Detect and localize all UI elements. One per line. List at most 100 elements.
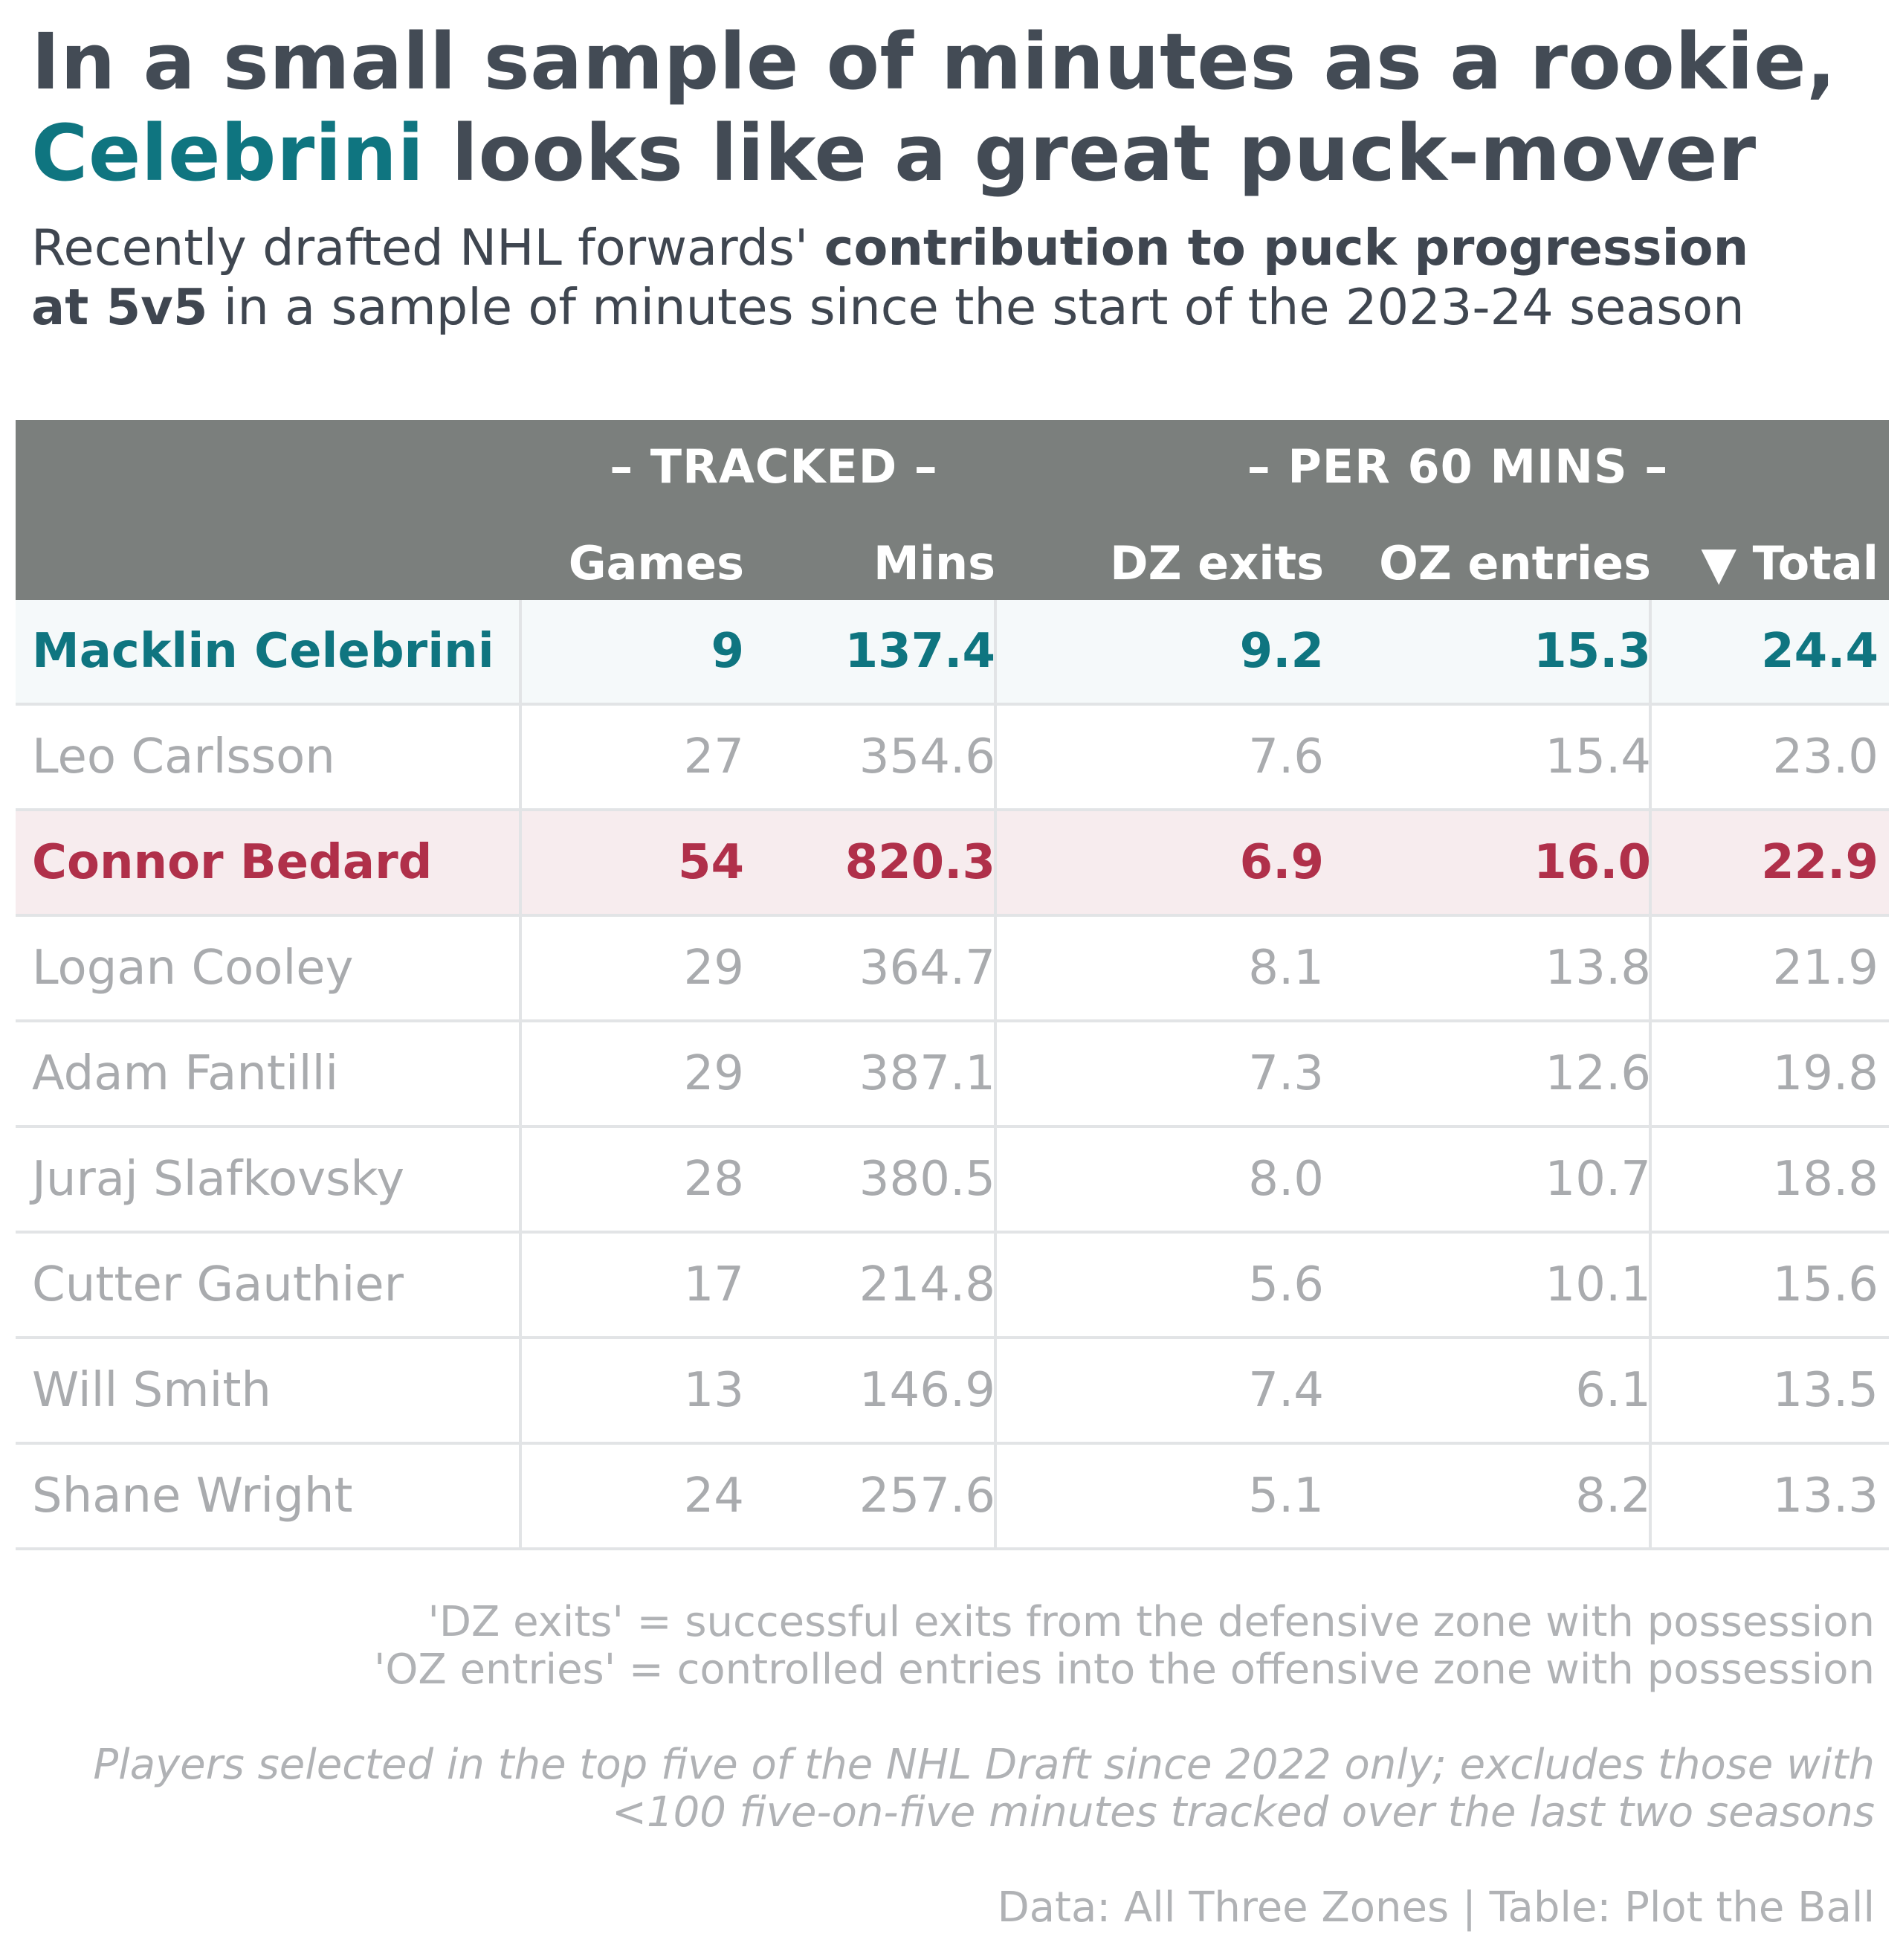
table-row: Connor Bedard 54 820.3 6.9 16.0 22.9 bbox=[16, 811, 1889, 917]
player-name: Connor Bedard bbox=[32, 835, 433, 890]
table-row: Macklin Celebrini 9 137.4 9.2 15.3 24.4 bbox=[16, 600, 1889, 706]
table-row: Adam Fantilli 29 387.1 7.3 12.6 19.8 bbox=[16, 1022, 1889, 1128]
column-divider bbox=[994, 1022, 997, 1125]
cell-dz: 9.2 bbox=[1239, 624, 1324, 679]
chart-subtitle: Recently drafted NHL forwards' contribut… bbox=[31, 218, 1875, 337]
column-divider bbox=[994, 917, 997, 1019]
cell-games: 24 bbox=[683, 1469, 744, 1524]
player-name: Macklin Celebrini bbox=[32, 624, 494, 679]
column-divider bbox=[994, 1339, 997, 1442]
column-divider bbox=[994, 1445, 997, 1547]
cell-dz: 5.6 bbox=[1248, 1257, 1324, 1312]
subtitle-bold-1: contribution to puck progression bbox=[824, 219, 1749, 277]
cell-dz: 7.3 bbox=[1248, 1046, 1324, 1101]
column-divider bbox=[519, 600, 522, 703]
cell-games: 28 bbox=[683, 1152, 744, 1207]
note-oz-definition: 'OZ entries' = controlled entries into t… bbox=[373, 1645, 1875, 1694]
column-header-games: Games bbox=[568, 536, 744, 590]
cell-mins: 214.8 bbox=[859, 1257, 995, 1312]
column-divider bbox=[519, 1339, 522, 1442]
cell-dz: 7.6 bbox=[1248, 729, 1324, 784]
cell-games: 29 bbox=[683, 941, 744, 996]
subtitle-part-1: Recently drafted NHL forwards' bbox=[31, 219, 824, 277]
cell-games: 9 bbox=[711, 624, 744, 679]
column-header-mins: Mins bbox=[873, 536, 995, 590]
cell-dz: 5.1 bbox=[1248, 1469, 1324, 1524]
column-divider bbox=[1649, 1234, 1652, 1336]
column-divider bbox=[994, 706, 997, 808]
table-row: Cutter Gauthier 17 214.8 5.6 10.1 15.6 bbox=[16, 1234, 1889, 1339]
caveat-note: Players selected in the top five of the … bbox=[31, 1741, 1875, 1837]
player-name: Will Smith bbox=[32, 1363, 271, 1418]
chart-title: In a small sample of minutes as a rookie… bbox=[31, 16, 1875, 199]
cell-oz: 13.8 bbox=[1545, 941, 1652, 996]
player-name: Leo Carlsson bbox=[32, 729, 335, 784]
cell-oz: 10.1 bbox=[1545, 1257, 1652, 1312]
column-divider bbox=[1649, 1022, 1652, 1125]
column-divider bbox=[519, 1128, 522, 1231]
cell-mins: 387.1 bbox=[859, 1046, 995, 1101]
cell-total: 23.0 bbox=[1772, 729, 1879, 784]
column-divider bbox=[1649, 1339, 1652, 1442]
cell-oz: 16.0 bbox=[1534, 835, 1651, 890]
cell-total: 13.5 bbox=[1772, 1363, 1879, 1418]
player-name: Cutter Gauthier bbox=[32, 1257, 404, 1312]
player-name: Logan Cooley bbox=[32, 941, 354, 996]
column-divider bbox=[994, 811, 997, 914]
cell-mins: 380.5 bbox=[859, 1152, 995, 1207]
table-row: Shane Wright 24 257.6 5.1 8.2 13.3 bbox=[16, 1445, 1889, 1550]
column-divider bbox=[994, 1128, 997, 1231]
cell-dz: 8.1 bbox=[1248, 941, 1324, 996]
column-header-oz-entries: OZ entries bbox=[1379, 536, 1651, 590]
column-divider bbox=[1649, 1445, 1652, 1547]
cell-mins: 354.6 bbox=[859, 729, 995, 784]
column-divider bbox=[519, 811, 522, 914]
column-divider bbox=[1649, 811, 1652, 914]
cell-games: 17 bbox=[683, 1257, 744, 1312]
source-note: Data: All Three Zones | Table: Plot the … bbox=[997, 1883, 1875, 1932]
cell-mins: 364.7 bbox=[859, 941, 995, 996]
cell-total: 21.9 bbox=[1772, 941, 1879, 996]
cell-oz: 15.4 bbox=[1545, 729, 1652, 784]
cell-dz: 7.4 bbox=[1248, 1363, 1324, 1418]
cell-mins: 137.4 bbox=[844, 624, 995, 679]
column-divider bbox=[994, 600, 997, 703]
note-caveat-line-1: Players selected in the top five of the … bbox=[93, 1741, 1875, 1789]
table-row: Juraj Slafkovsky 28 380.5 8.0 10.7 18.8 bbox=[16, 1128, 1889, 1234]
column-divider bbox=[1649, 1128, 1652, 1231]
cell-total: 18.8 bbox=[1772, 1152, 1879, 1207]
title-line-2: Celebrini looks like a great puck-mover bbox=[31, 108, 1875, 199]
note-dz-definition: 'DZ exits' = successful exits from the d… bbox=[427, 1598, 1875, 1646]
cell-total: 13.3 bbox=[1772, 1469, 1879, 1524]
column-header-dz-exits: DZ exits bbox=[1110, 536, 1324, 590]
cell-games: 27 bbox=[683, 729, 744, 784]
subtitle-bold-2: at 5v5 bbox=[31, 278, 208, 336]
column-divider bbox=[519, 1445, 522, 1547]
group-header-tracked: – TRACKED – bbox=[610, 439, 938, 494]
column-divider bbox=[1649, 706, 1652, 808]
column-divider bbox=[994, 1234, 997, 1336]
cell-total: 15.6 bbox=[1772, 1257, 1879, 1312]
cell-mins: 257.6 bbox=[859, 1469, 995, 1524]
player-name: Juraj Slafkovsky bbox=[32, 1152, 405, 1207]
cell-oz: 15.3 bbox=[1534, 624, 1651, 679]
cell-games: 29 bbox=[683, 1046, 744, 1101]
cell-oz: 12.6 bbox=[1545, 1046, 1652, 1101]
cell-mins: 820.3 bbox=[844, 835, 995, 890]
definitions-note: 'DZ exits' = successful exits from the d… bbox=[31, 1599, 1875, 1694]
group-header-per60: – PER 60 MINS – bbox=[1247, 439, 1669, 494]
column-divider bbox=[1649, 917, 1652, 1019]
title-line-1: In a small sample of minutes as a rookie… bbox=[31, 16, 1837, 107]
table-row: Logan Cooley 29 364.7 8.1 13.8 21.9 bbox=[16, 917, 1889, 1022]
column-divider bbox=[519, 1234, 522, 1336]
cell-oz: 8.2 bbox=[1575, 1469, 1651, 1524]
cell-games: 54 bbox=[677, 835, 744, 890]
column-divider bbox=[1649, 600, 1652, 703]
column-divider bbox=[519, 706, 522, 808]
data-table: – TRACKED – – PER 60 MINS – Games Mins D… bbox=[16, 420, 1889, 1550]
column-divider bbox=[519, 917, 522, 1019]
cell-total: 24.4 bbox=[1761, 624, 1878, 679]
cell-oz: 6.1 bbox=[1575, 1363, 1651, 1418]
column-header-total: ▼ Total bbox=[1701, 536, 1878, 590]
